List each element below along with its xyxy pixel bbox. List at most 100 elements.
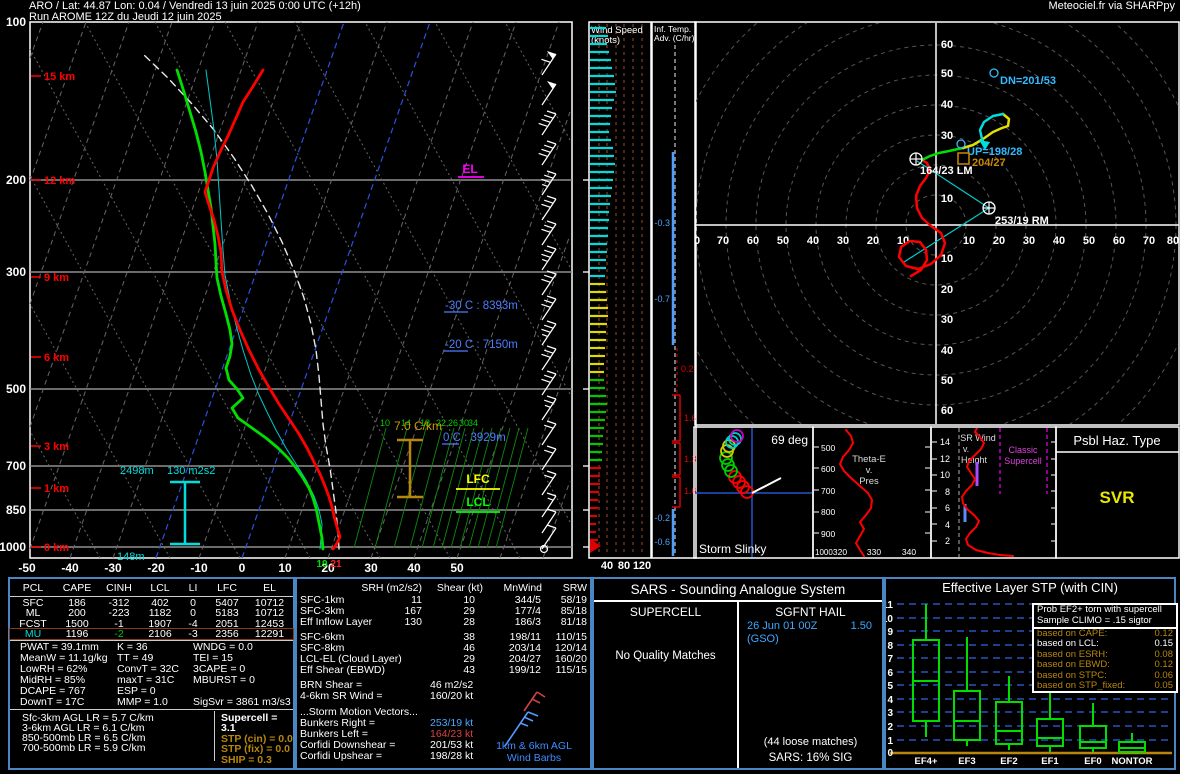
stpchart-mark: 6	[887, 668, 893, 679]
stp-legend: Prob EF2+ torn with supercell Sample CLI…	[1032, 603, 1178, 694]
stpchart-mark: NONTOR	[1112, 756, 1153, 767]
height-label: 9 km	[44, 272, 69, 284]
stp-title: Effective Layer STP (with CIN)	[942, 580, 1118, 595]
kinematics-panel[interactable]: SRH (m2/s2) Shear (kt) MnWind SRW SFC-1k…	[295, 577, 592, 770]
hodo-mark: 60	[747, 235, 759, 247]
hodo-mark: 50	[777, 235, 789, 247]
srwind-mark: 10	[940, 470, 950, 480]
downshear-label: DN=201/53	[1000, 75, 1056, 87]
skewgrid-mark	[434, 21, 571, 268]
windspeed-title: Wind Speed	[591, 25, 643, 36]
temp-label: 40	[407, 561, 421, 575]
sars-loose-matches: (44 loose matches)	[763, 736, 858, 748]
skewgrid-mark	[441, 427, 475, 549]
lfc-label: LFC	[466, 472, 490, 486]
kbarbs-mark	[531, 698, 541, 704]
mean-wind-marker	[957, 152, 970, 165]
sars-panel[interactable]: SARS - Sounding Analogue System SUPERCEL…	[592, 577, 884, 770]
stp-fix-index: STP (fix) = 0.0	[221, 743, 290, 756]
temp-label: -50	[18, 561, 36, 575]
storm-motion-header: ...Storm Motion Vectors...	[300, 706, 418, 718]
skewgrid-mark: 18	[420, 418, 430, 428]
upshear-marker	[956, 139, 966, 149]
skewgrid-mark	[198, 21, 388, 559]
stpchart-mark	[995, 701, 1023, 745]
skewgrid-mark	[29, 430, 101, 559]
table-row-fcst[interactable]: FCST 1500 -1 1907 -4 2051 12453	[19, 617, 285, 630]
stpchart-mark	[1036, 718, 1064, 747]
skewt-plot[interactable]: 10 14 18 22 26 30341002003005007008501000-50-…	[0, 15, 573, 575]
el-label: EL	[462, 162, 477, 176]
hodo-mark: 10	[941, 253, 953, 265]
skewgrid-mark	[499, 357, 571, 559]
supercell-index: Supercell = 3.1	[221, 711, 278, 735]
sars-match-row[interactable]: 26 Jun 01 00Z (GSO) 1.50	[747, 620, 872, 645]
prob-ebwd: based on EBWD: 0.12	[1037, 659, 1173, 671]
pressure-label: 500	[6, 382, 26, 396]
thetae-mark: Pres	[859, 476, 879, 487]
sars-supercell-column[interactable]: SUPERCELL No Quality Matches	[594, 602, 739, 768]
storm-slinky-panel[interactable]: 69 deg Storm Slinky	[693, 426, 814, 559]
hodo-trace-3-6km	[920, 146, 965, 162]
sr-wind-4-6km: 4-6km SR Wind = 160/20 kt	[300, 690, 474, 702]
skewgrid-mark	[29, 175, 241, 559]
slinky-title: Storm Slinky	[699, 542, 766, 556]
wind-barb	[541, 345, 557, 371]
eff-inflow-top: 2498m	[120, 465, 154, 477]
kinematics-row: SFC-1km 11 10 344/5 58/19	[300, 594, 587, 606]
height-label: 3 km	[44, 441, 69, 453]
table-row-sfc[interactable]: SFC 186 -312 402 0 5407 10712	[22, 597, 285, 609]
lapse-rates: Sfc-3km AGL LR = 5.7 C/km 3-6km AGL LR =…	[22, 711, 154, 755]
hodo-mark: 50	[1083, 235, 1095, 247]
thetae-mark: 1000	[815, 548, 833, 557]
kinematics-row: SFC-8km 46 203/14 120/14	[300, 642, 587, 654]
kinematics-row: SFC-6km 38 198/11 110/15	[300, 631, 587, 643]
thetae-mark: 600	[821, 464, 835, 474]
thetae-panel[interactable]: 500 600 700 800 900 1000 320 330 340 Theta-Ev.Pre…	[812, 426, 932, 559]
wind-speed-panel[interactable]: Wind Speed(knots) 40 80 120	[583, 21, 652, 572]
thermo-panel[interactable]: PCL CAPE CINH LCL LI LFC EL SFC 186 -312 40…	[8, 577, 295, 770]
divider	[10, 708, 293, 710]
temp-advection-panel[interactable]: Inf. Temp.Adv. (C/hr) -0.3 -0.7 0.2 1.6 1.3 1.…	[651, 21, 697, 559]
tempadv-border	[651, 21, 697, 559]
tempadv-mark: -0.2	[654, 513, 670, 523]
wind-barb	[541, 195, 557, 221]
height-label: 0 km	[44, 542, 69, 554]
sfc-temp: 21	[330, 559, 342, 570]
srwind-mark: Classic	[1008, 445, 1038, 455]
skewgrid-mark	[486, 427, 520, 549]
wind-barb	[541, 320, 557, 346]
tempadv-mark: 1.6	[684, 486, 697, 496]
pressure-label: 850	[6, 503, 26, 517]
composite-indices: Supercell = 3.1 STP (cin) = 0.0 STP (fix…	[214, 710, 293, 765]
stpchart-mark: EF1	[1041, 756, 1059, 767]
kbarbs-mark	[527, 711, 539, 717]
windspeed-mark: 80	[618, 560, 630, 572]
skewgrid-mark	[459, 427, 493, 549]
thetae-mark: 900	[821, 529, 835, 539]
table-row-mu-selected[interactable]: MU 1196 -2 2106 -3 2356 12291	[9, 627, 294, 641]
stpchart-mark: 9	[887, 627, 893, 638]
thermo-header-row: PCL CAPE CINH LCL LI LFC EL	[10, 582, 293, 595]
height-label: 1 km	[44, 483, 69, 495]
slinky-mark	[721, 458, 735, 472]
windspeed-border	[588, 21, 652, 559]
sars-hail-column[interactable]: SGFNT HAIL 26 Jun 01 00Z (GSO) 1.50 (44 …	[739, 602, 882, 768]
wind-barb	[541, 220, 557, 246]
stpchart-mark: EF4+	[915, 756, 938, 767]
table-row-ml[interactable]: ML 200 -223 1182 0 5183 10712	[25, 607, 285, 620]
stp-panel[interactable]: Effective Layer STP (with CIN) Prob EF2+…	[884, 577, 1178, 770]
hazard-panel[interactable]: Psbl Haz. Type SVR	[1055, 426, 1180, 559]
stp-legend-header: Prob EF2+ torn with supercell Sample CLI…	[1034, 604, 1176, 629]
thetae-title: Theta-E	[852, 454, 886, 465]
kbarbs-mark	[523, 716, 534, 722]
hodo-mark: 30	[941, 314, 953, 326]
hazard-value: SVR	[1100, 488, 1135, 507]
skewgrid-mark	[29, 21, 44, 59]
thetae-curve	[839, 429, 873, 557]
col-lfc: LFC	[217, 582, 237, 594]
height-label: 12 km	[44, 175, 75, 187]
hodo-trace-9-12km	[978, 112, 1005, 148]
